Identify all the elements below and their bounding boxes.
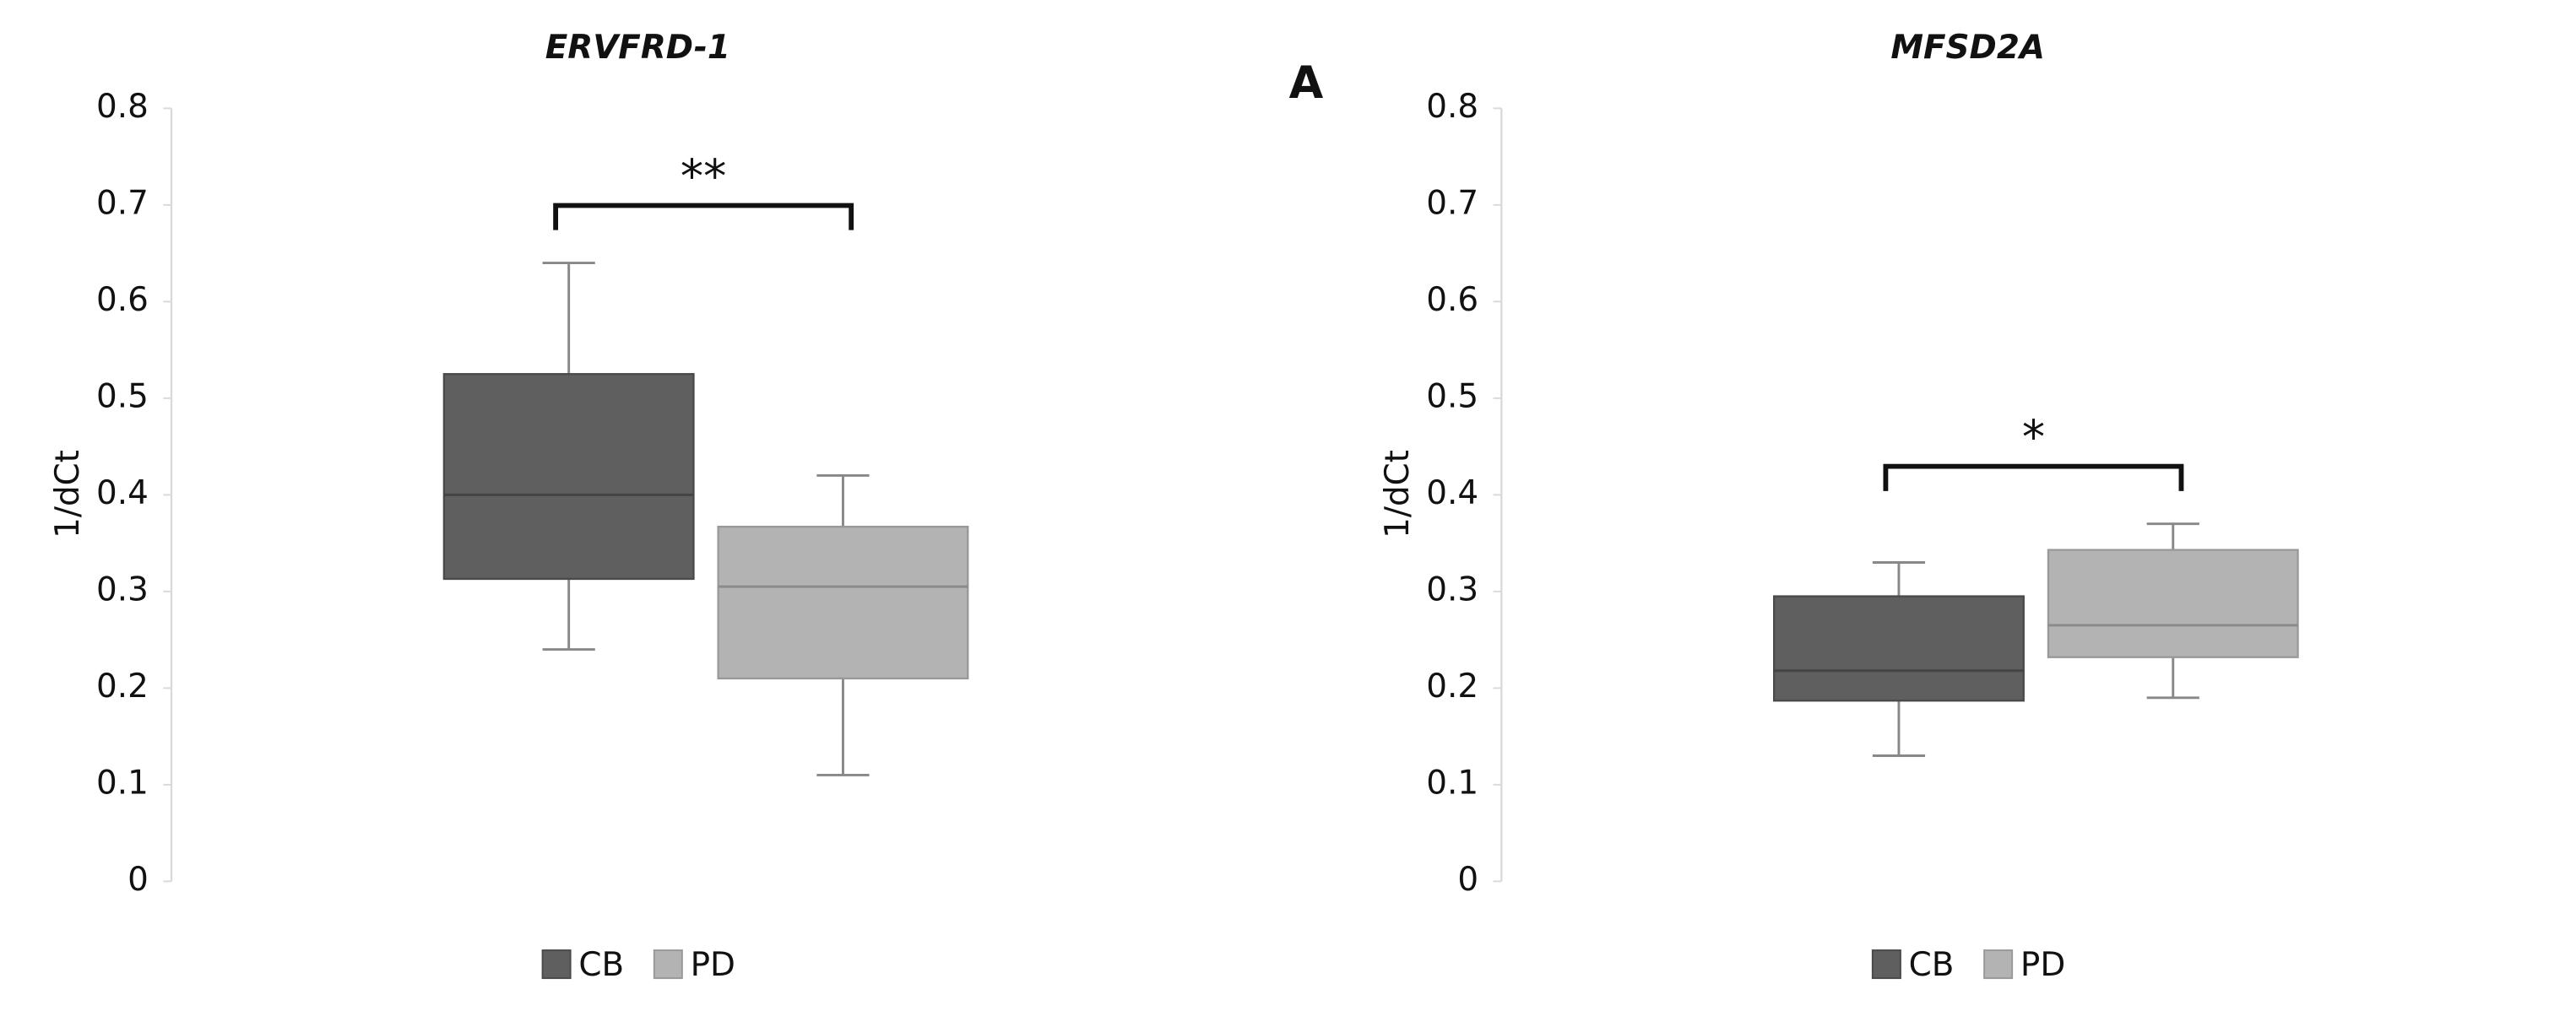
legend-label: CB [1909,946,1955,984]
significance-bracket [1883,463,2184,491]
significance-label: * [2022,410,2045,464]
chart-title: ERVFRD-1 [545,29,730,67]
y-tick-label: 0.1 [1426,764,1478,802]
legend-swatch [653,949,683,980]
significance-bracket [553,203,854,230]
chart-title: MFSD2A [1890,29,2045,67]
y-tick-label: 0.8 [1426,88,1478,126]
y-tick-label: 0 [1457,861,1478,899]
y-tick-label: 0.6 [1426,281,1478,319]
legend-label: PD [2020,946,2065,984]
y-tick-label: 0.1 [96,764,149,802]
panel-label: A [1289,57,1324,109]
y-tick-label: 0.4 [96,474,149,512]
y-tick-label: 0.7 [1426,184,1478,222]
y-tick-label: 0.8 [96,88,149,126]
significance-label: ** [681,149,726,203]
box [1772,595,2025,702]
box [717,525,969,680]
legend-swatch [1871,949,1901,980]
y-tick-label: 0.3 [1426,570,1478,608]
y-axis-label: 1/dCt [49,450,87,538]
y-tick-label: 0.7 [96,184,149,222]
y-tick-label: 0.4 [1426,474,1478,512]
legend-label: CB [578,946,624,984]
y-tick-label: 0.5 [96,377,149,415]
legend-label: PD [691,946,735,984]
y-axis-label: 1/dCt [1379,450,1417,538]
legend-swatch [541,949,572,980]
box [2047,549,2299,658]
y-tick-label: 0 [127,861,149,899]
box [442,373,695,581]
y-tick-label: 0.2 [96,668,149,706]
y-tick-label: 0.6 [96,281,149,319]
y-tick-label: 0.3 [96,570,149,608]
y-tick-label: 0.5 [1426,377,1478,415]
legend-swatch [1983,949,2014,980]
y-tick-label: 0.2 [1426,668,1478,706]
